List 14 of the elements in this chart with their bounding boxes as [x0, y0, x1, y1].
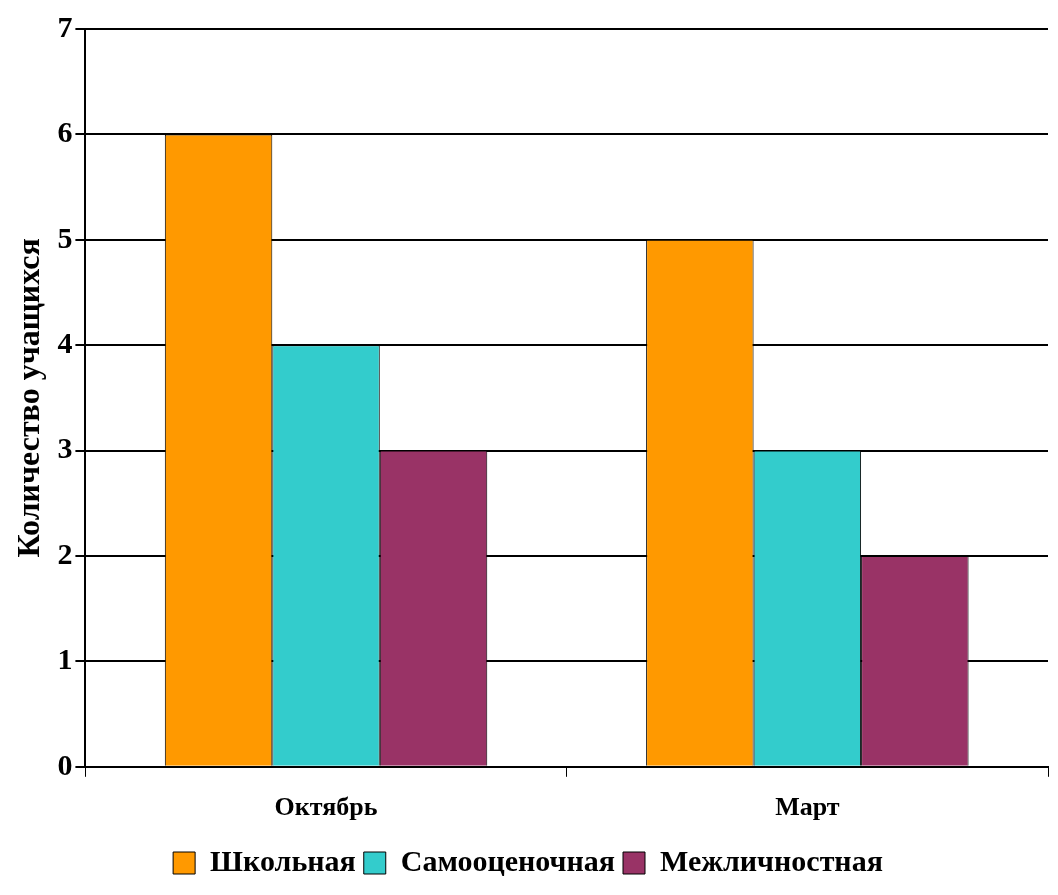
y-tick-label: 3: [57, 431, 73, 465]
y-tick-label: 1: [57, 642, 73, 676]
y-tick-label: 4: [57, 325, 73, 359]
legend-label: Самооценочная: [400, 843, 616, 877]
y-tick-label: 6: [57, 115, 73, 149]
x-tick-label: Октябрь: [274, 792, 378, 822]
y-tick-label: 5: [57, 220, 73, 254]
legend-label: Межличностная: [660, 843, 883, 877]
y-tick-label: 7: [57, 9, 73, 43]
x-tick-label: Март: [775, 792, 840, 822]
y-tick-label: 2: [57, 536, 73, 570]
legend-label: Школьная: [210, 843, 356, 877]
y-tick-label: 0: [57, 747, 73, 781]
y-axis-title: Количество учащихся: [10, 238, 47, 558]
